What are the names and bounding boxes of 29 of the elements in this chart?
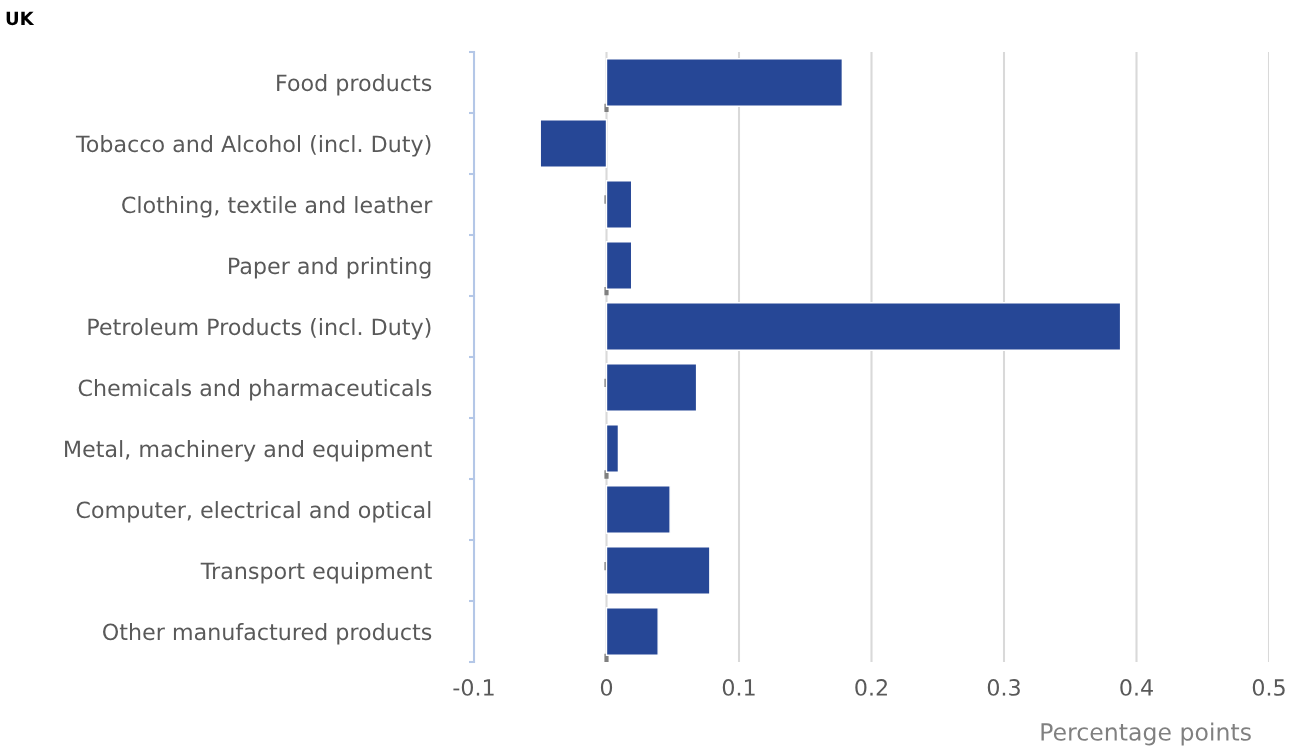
bar: [539, 119, 608, 168]
bar: [605, 241, 633, 290]
bar: [605, 424, 620, 473]
bar: [605, 546, 711, 595]
bar: [605, 180, 633, 229]
bar: [605, 302, 1122, 351]
bar: [605, 363, 698, 412]
bar: [605, 58, 844, 107]
y-tick-label: Metal, machinery and equipment: [65, 440, 432, 462]
bar: [605, 485, 671, 534]
x-tick-label: 0: [600, 679, 613, 696]
y-tick-label: Computer, electrical and optical: [76, 501, 431, 523]
y-tick-label: Chemicals and pharmaceuticals: [78, 379, 432, 401]
y-tick-label: Tobacco and Alcohol (incl. Duty): [75, 135, 431, 157]
y-tick-label: Petroleum Products (incl. Duty): [88, 318, 431, 340]
y-tick-label: Transport equipment: [200, 562, 432, 584]
x-tick-label: -0.1: [453, 679, 494, 696]
bar: [605, 607, 659, 656]
x-tick-label: 0.3: [987, 679, 1020, 696]
x-tick-label: 0.2: [855, 679, 887, 696]
y-tick-label: Other manufactured products: [103, 623, 432, 645]
y-tick-label: Clothing, textile and leather: [122, 196, 433, 218]
x-axis-title: Percentage points: [1041, 722, 1251, 746]
x-tick-label: 0.1: [722, 679, 755, 696]
x-tick-label: 0.5: [1252, 679, 1285, 696]
text: UK: [6, 11, 35, 26]
y-tick-label: Food products: [277, 74, 432, 96]
x-tick-label: 0.4: [1120, 679, 1153, 696]
y-tick-label: Paper and printing: [229, 257, 431, 279]
